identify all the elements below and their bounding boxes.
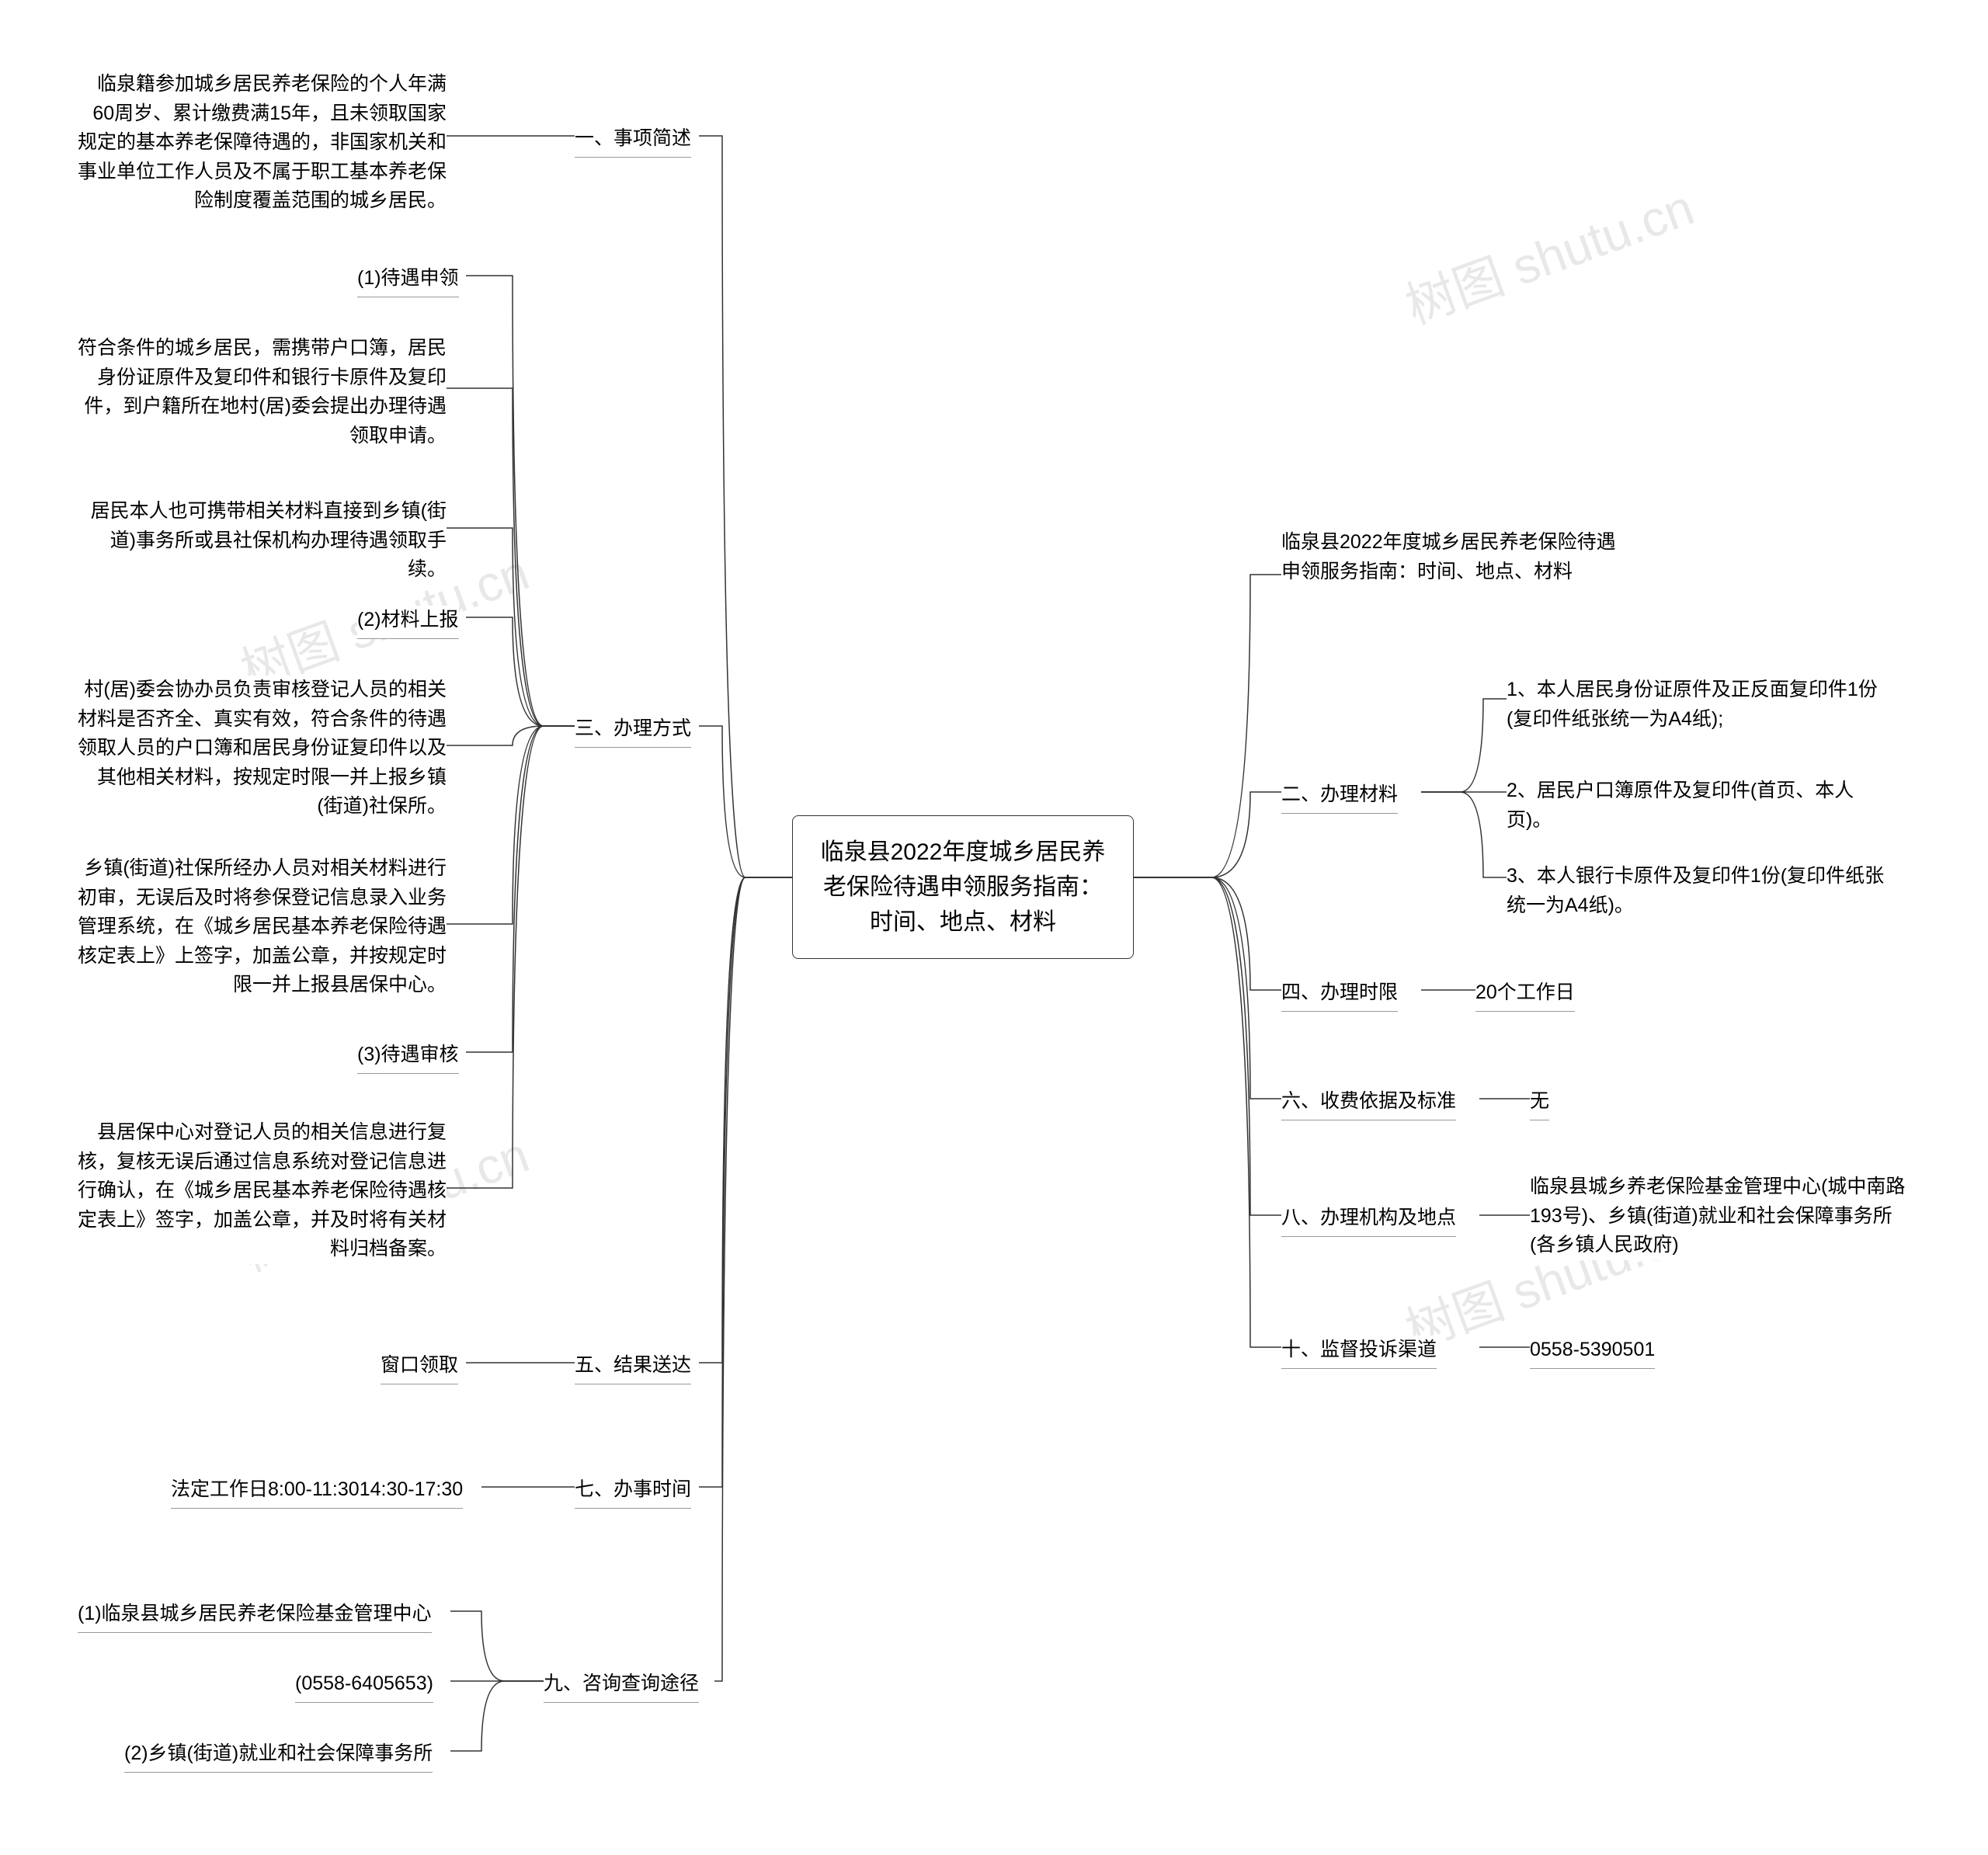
branch-6-label: 六、收费依据及标准 xyxy=(1281,1087,1456,1120)
branch-3-sub1-leaf1: 符合条件的城乡居民，需携带户口簿，居民身份证原件及复印件和银行卡原件及复印件，到… xyxy=(78,334,447,450)
branch-5-label: 五、结果送达 xyxy=(575,1351,691,1384)
center-node: 临泉县2022年度城乡居民养老保险待遇申领服务指南：时间、地点、材料 xyxy=(792,815,1134,959)
branch-4-label: 四、办理时限 xyxy=(1281,978,1398,1012)
branch-7-leaf: 法定工作日8:00-11:3014:30-17:30 xyxy=(171,1475,463,1509)
branch-10-leaf: 0558-5390501 xyxy=(1530,1336,1655,1369)
branch-4-leaf: 20个工作日 xyxy=(1475,978,1575,1012)
branch-8-leaf: 临泉县城乡养老保险基金管理中心(城中南路193号)、乡镇(街道)就业和社会保障事… xyxy=(1530,1172,1910,1260)
branch-9-label: 九、咨询查询途径 xyxy=(544,1669,699,1703)
branch-3-sub3-leaf: 县居保中心对登记人员的相关信息进行复核，复核无误后通过信息系统对登记信息进行确认… xyxy=(78,1118,447,1264)
branch-3-label: 三、办理方式 xyxy=(575,714,691,748)
branch-2-leaf1: 1、本人居民身份证原件及正反面复印件1份(复印件纸张统一为A4纸); xyxy=(1507,676,1887,734)
branch-9-leaf3: (2)乡镇(街道)就业和社会保障事务所 xyxy=(124,1739,433,1773)
branch-2-leaf3: 3、本人银行卡原件及复印件1份(复印件纸张统一为A4纸)。 xyxy=(1507,862,1887,920)
watermark: 树图 shutu.cn xyxy=(1395,168,1702,338)
branch-3-sub2-leaf2: 乡镇(街道)社保所经办人员对相关材料进行初审，无误后及时将参保登记信息录入业务管… xyxy=(78,854,447,1000)
branch-8-label: 八、办理机构及地点 xyxy=(1281,1204,1456,1237)
branch-3-sub2: (2)材料上报 xyxy=(357,606,459,639)
branch-2-label: 二、办理材料 xyxy=(1281,780,1398,814)
branch-2-leaf2: 2、居民户口簿原件及复印件(首页、本人页)。 xyxy=(1507,776,1887,835)
branch-6-leaf: 无 xyxy=(1530,1087,1549,1120)
right-intro: 临泉县2022年度城乡居民养老保险待遇申领服务指南：时间、地点、材料 xyxy=(1281,528,1623,586)
branch-9-leaf2: (0558-6405653) xyxy=(295,1669,433,1703)
branch-10-label: 十、监督投诉渠道 xyxy=(1281,1336,1437,1369)
branch-1-leaf: 临泉籍参加城乡居民养老保险的个人年满60周岁、累计缴费满15年，且未领取国家规定… xyxy=(78,70,447,216)
branch-3-sub3: (3)待遇审核 xyxy=(357,1040,459,1074)
branch-5-leaf: 窗口领取 xyxy=(381,1351,458,1384)
branch-3-sub1: (1)待遇申领 xyxy=(357,264,459,297)
branch-7-label: 七、办事时间 xyxy=(575,1475,691,1509)
branch-3-sub1-leaf2: 居民本人也可携带相关材料直接到乡镇(街道)事务所或县社保机构办理待遇领取手续。 xyxy=(78,497,447,585)
branch-9-leaf1: (1)临泉县城乡居民养老保险基金管理中心 xyxy=(78,1600,432,1633)
branch-3-sub2-leaf1: 村(居)委会协办员负责审核登记人员的相关材料是否齐全、真实有效，符合条件的待遇领… xyxy=(78,676,447,822)
branch-1-label: 一、事项简述 xyxy=(575,124,691,158)
